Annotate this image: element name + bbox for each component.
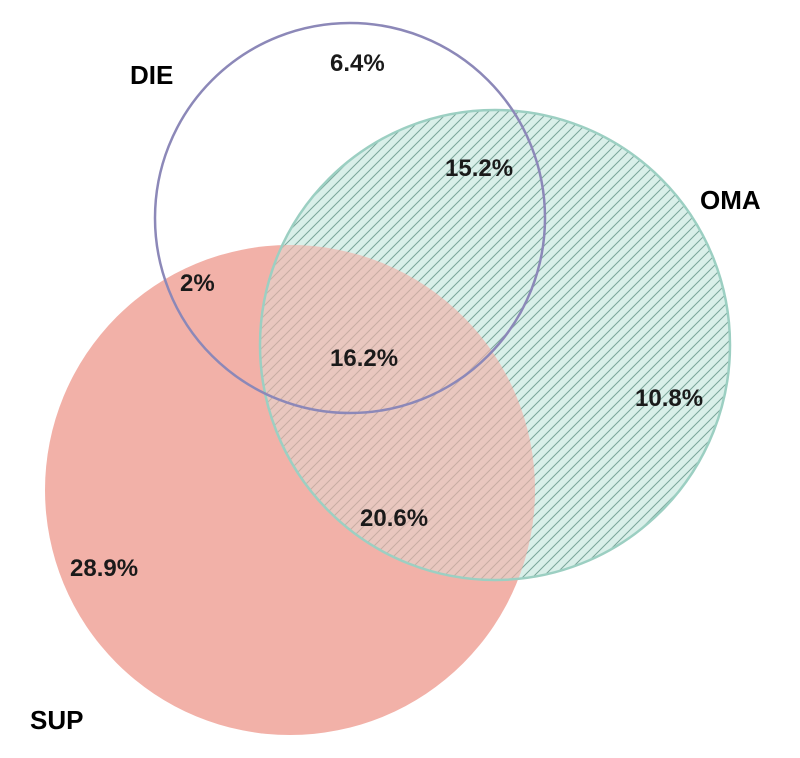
set-label-die: DIE [130,60,173,91]
pct-oma-only: 10.8% [635,385,703,413]
pct-oma-sup: 20.6% [360,505,428,533]
pct-sup-only: 28.9% [70,555,138,583]
pct-die-oma: 15.2% [445,155,513,183]
pct-die-sup: 2% [180,270,215,298]
pct-die-only: 6.4% [330,50,385,78]
venn-svg [0,0,800,758]
set-label-sup: SUP [30,705,83,736]
set-label-oma: OMA [700,185,761,216]
venn-diagram: DIE OMA SUP 6.4% 15.2% 10.8% 2% 16.2% 20… [0,0,800,758]
pct-center: 16.2% [330,345,398,373]
